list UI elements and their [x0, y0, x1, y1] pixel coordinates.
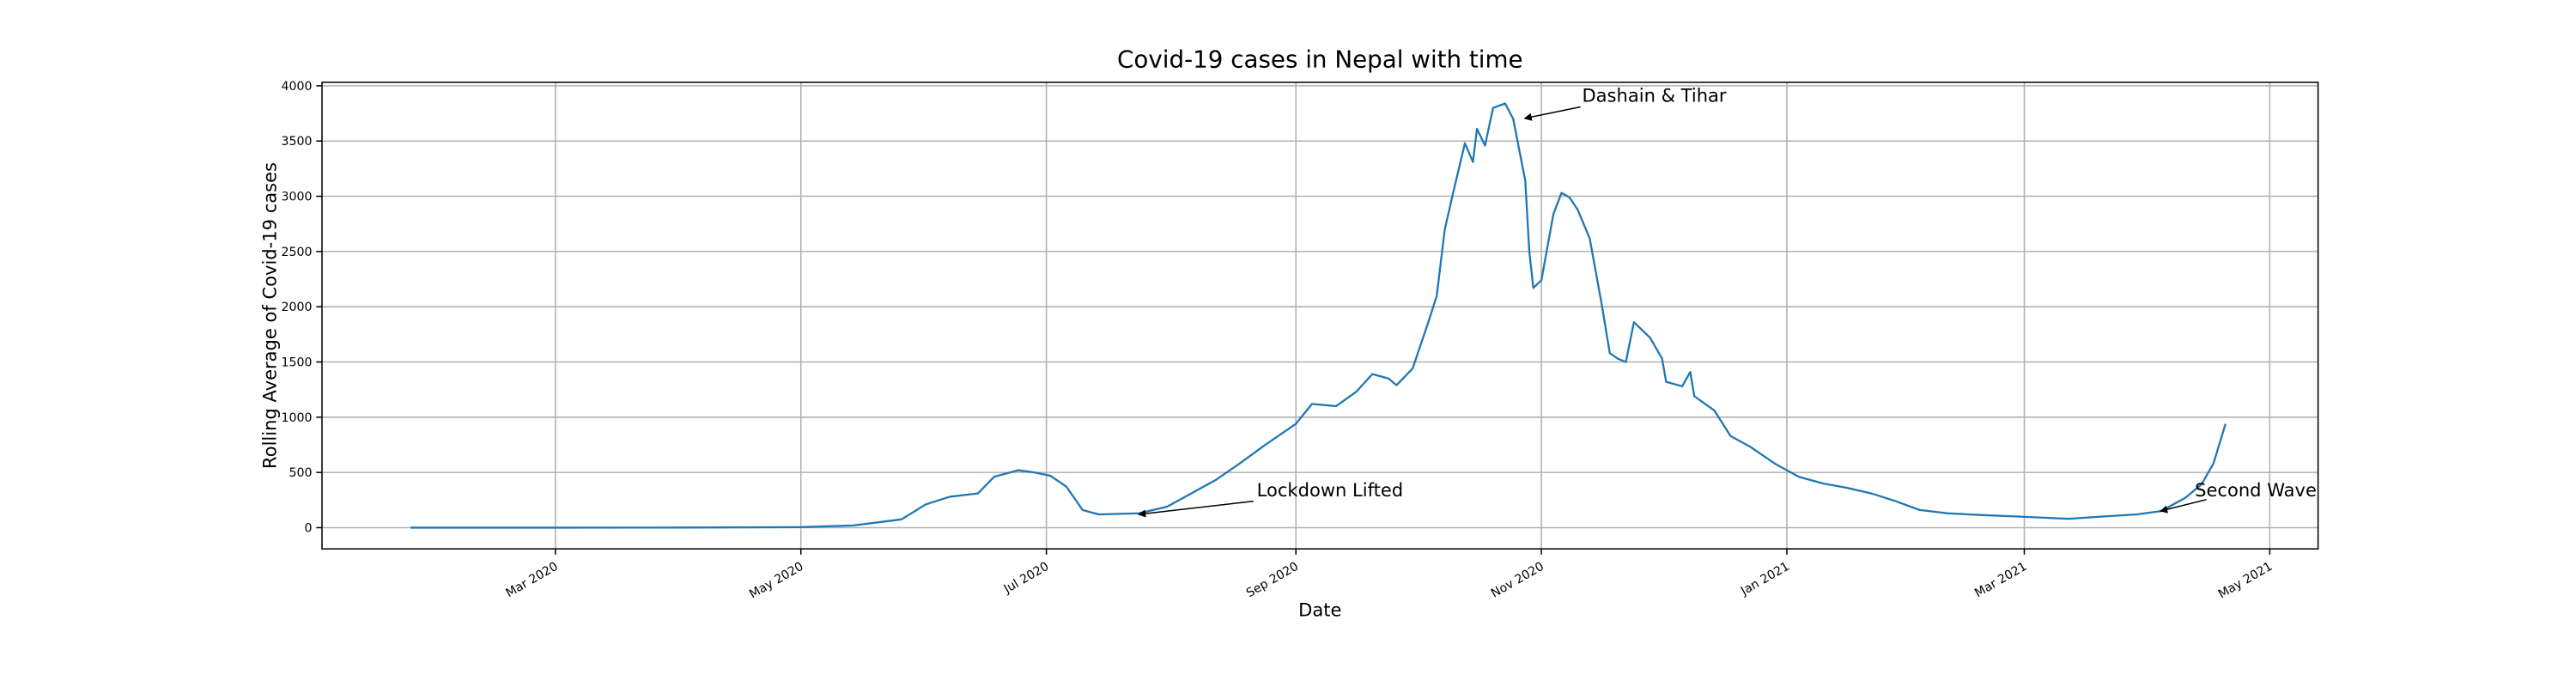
- chart-title: Covid-19 cases in Nepal with time: [1117, 46, 1523, 74]
- y-tick-label: 2000: [282, 301, 313, 314]
- y-tick-label: 4000: [282, 80, 313, 94]
- data-line: [410, 102, 2227, 529]
- annotation-arrow: [1137, 500, 1254, 518]
- annotation-text: Second Wave: [2195, 479, 2317, 501]
- y-tick-label: 1500: [282, 356, 313, 369]
- y-tick-label: 1000: [282, 411, 313, 425]
- y-tick-label: 3500: [282, 135, 313, 149]
- y-tick-label: 3000: [282, 191, 313, 204]
- plot-frame: [321, 82, 2319, 550]
- y-tick-label: 0: [305, 521, 313, 535]
- x-axis-label: Date: [1298, 599, 1341, 621]
- annotation-arrow: [1523, 106, 1581, 121]
- annotation-text: Lockdown Lifted: [1257, 479, 1404, 501]
- y-tick-label: 500: [289, 466, 313, 480]
- y-tick-label: 2500: [282, 246, 313, 259]
- annotation-text: Dashain & Tihar: [1582, 85, 1726, 106]
- y-axis-label: Rolling Average of Covid-19 cases: [258, 162, 280, 469]
- annotation-arrow: [2160, 499, 2207, 514]
